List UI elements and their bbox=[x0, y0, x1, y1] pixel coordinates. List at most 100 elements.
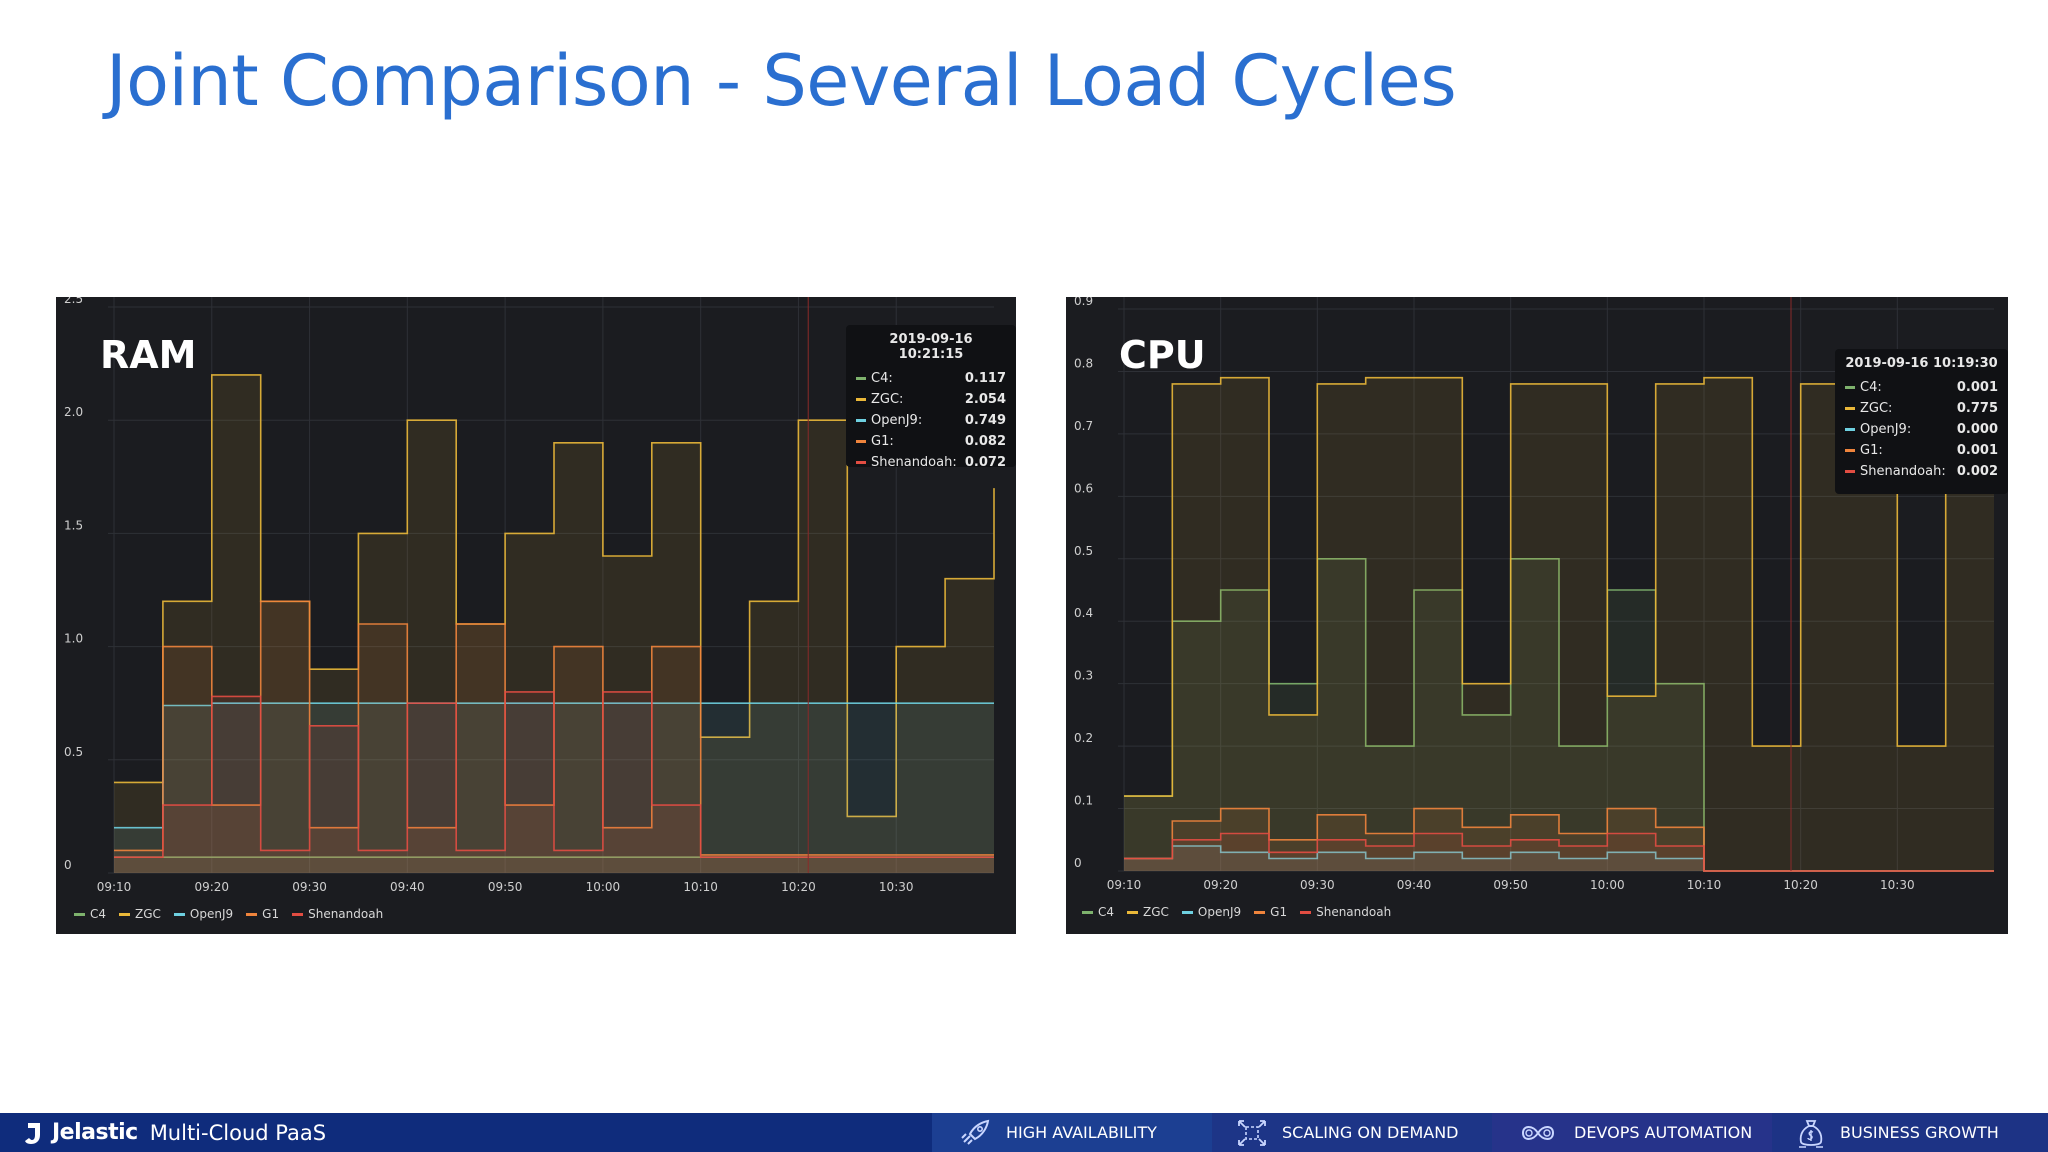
ram-chart: 0 0.5 1.0 1.5 2.0 2.5 09:10 09:20 09:30 09:40 09:5… bbox=[64, 297, 995, 894]
legend-label: OpenJ9 bbox=[189, 907, 234, 921]
x-tick-label: 10:00 bbox=[586, 880, 621, 894]
legend-item-zgc[interactable]: ZGC bbox=[119, 907, 161, 921]
swatch bbox=[1254, 910, 1266, 914]
footer-tab-devops-automation[interactable]: DEVOPS AUTOMATION bbox=[1492, 1113, 1772, 1152]
footer-tab-label: BUSINESS GROWTH bbox=[1840, 1123, 1999, 1142]
tooltip-series-name: C4: bbox=[1860, 380, 1882, 395]
series-line-shenandoah bbox=[1124, 832, 1994, 872]
tooltip-series-value: 0.000 bbox=[1956, 422, 1998, 437]
legend-item-g1[interactable]: G1 bbox=[246, 907, 279, 921]
y-tick-label: 0.5 bbox=[64, 745, 83, 759]
legend-label: C4 bbox=[1098, 905, 1115, 919]
infinity-loop-icon bbox=[1521, 1125, 1555, 1140]
legend-item-c4[interactable]: C4 bbox=[74, 907, 106, 921]
swatch bbox=[1300, 910, 1312, 914]
rocket-icon bbox=[961, 1119, 990, 1145]
tooltip-series-value: 0.001 bbox=[1956, 380, 1998, 395]
cpu-tooltip-time: 2019-09-16 10:19:30 bbox=[1845, 356, 1998, 371]
ram-legend: C4 ZGC OpenJ9 G1 Shenandoah bbox=[74, 907, 396, 921]
cpu-chart: 0 0.1 0.2 0.3 0.4 0.5 0.6 0.7 0.8 0.9 09:10 09:20 09… bbox=[1074, 297, 1994, 892]
legend-label: Shenandoah bbox=[308, 907, 384, 921]
legend-item-openj9[interactable]: OpenJ9 bbox=[1181, 905, 1241, 919]
brand[interactable]: Jelastic Multi-Cloud PaaS bbox=[22, 1113, 326, 1152]
series-area-zgc bbox=[114, 374, 994, 873]
series-area-c4 bbox=[114, 857, 994, 873]
ram-tooltip-row-openj9: OpenJ9: 0.749 bbox=[856, 410, 1006, 431]
footer-tab-scaling-on-demand[interactable]: SCALING ON DEMAND bbox=[1212, 1113, 1492, 1152]
tooltip-series-name: OpenJ9: bbox=[871, 413, 923, 428]
x-tick-label: 10:20 bbox=[1783, 878, 1818, 892]
series-area-zgc bbox=[1124, 377, 1994, 871]
swatch bbox=[856, 440, 866, 443]
jelastic-logo-icon bbox=[25, 1122, 40, 1144]
cpu-tooltip-row-openj9: OpenJ9: 0.000 bbox=[1845, 419, 1998, 440]
ram-tooltip-row-zgc: ZGC: 2.054 bbox=[856, 389, 1006, 410]
cpu-chart-label: CPU bbox=[1119, 333, 1206, 377]
y-tick-label: 1.5 bbox=[64, 518, 83, 532]
tooltip-series-value: 2.054 bbox=[964, 392, 1006, 407]
y-tick-label: 0.7 bbox=[1074, 419, 1093, 433]
legend-item-zgc[interactable]: ZGC bbox=[1127, 905, 1169, 919]
footer-tab-label: DEVOPS AUTOMATION bbox=[1574, 1123, 1753, 1142]
ram-tooltip-time: 2019-09-16 10:21:15 bbox=[889, 332, 973, 362]
tooltip-series-name: G1: bbox=[871, 434, 894, 449]
x-tick-label: 09:10 bbox=[1107, 878, 1142, 892]
tooltip-series-value: 0.775 bbox=[1956, 401, 1998, 416]
y-tick-label: 0.1 bbox=[1074, 794, 1093, 808]
tooltip-series-name: OpenJ9: bbox=[1860, 422, 1912, 437]
swatch bbox=[856, 398, 866, 401]
tooltip-series-value: 0.072 bbox=[964, 455, 1006, 470]
swatch bbox=[1082, 910, 1093, 914]
legend-item-c4[interactable]: C4 bbox=[1082, 905, 1114, 919]
tooltip-series-name: C4: bbox=[871, 371, 893, 386]
tooltip-series-value: 0.117 bbox=[964, 371, 1006, 386]
cpu-tooltip-row-shenandoah: Shenandoah: 0.002 bbox=[1845, 461, 1998, 482]
tooltip-series-value: 0.082 bbox=[964, 434, 1006, 449]
x-tick-label: 09:50 bbox=[488, 880, 523, 894]
scaling-arrows-icon bbox=[1238, 1119, 1266, 1146]
money-bag-icon bbox=[1799, 1119, 1823, 1148]
slide-title: Joint Comparison - Several Load Cycles bbox=[106, 40, 1457, 122]
swatch bbox=[292, 912, 304, 916]
y-tick-label: 2.0 bbox=[64, 405, 83, 419]
series-line-shenandoah bbox=[114, 691, 994, 858]
y-tick-label: 0.9 bbox=[1074, 297, 1093, 308]
swatch bbox=[246, 912, 258, 916]
legend-item-shenandoah[interactable]: Shenandoah bbox=[292, 907, 383, 921]
legend-item-g1[interactable]: G1 bbox=[1254, 905, 1287, 919]
series-area-shenandoah bbox=[1124, 833, 1994, 871]
footer-tab-high-availability[interactable]: HIGH AVAILABILITY bbox=[932, 1113, 1212, 1152]
swatch bbox=[1845, 428, 1855, 431]
y-tick-label: 0.6 bbox=[1074, 481, 1093, 495]
tooltip-series-name: G1: bbox=[1860, 443, 1883, 458]
y-tick-label: 0.4 bbox=[1074, 606, 1093, 620]
x-tick-label: 09:20 bbox=[1203, 878, 1238, 892]
ram-chart-label: RAM bbox=[100, 333, 197, 377]
tooltip-series-value: 0.749 bbox=[964, 413, 1006, 428]
legend-label: ZGC bbox=[1143, 905, 1169, 919]
y-tick-label: 0.8 bbox=[1074, 356, 1093, 370]
swatch bbox=[1845, 470, 1855, 473]
tooltip-series-name: ZGC: bbox=[1860, 401, 1893, 416]
brand-name: Jelastic bbox=[52, 1120, 138, 1145]
cpu-tooltip-row-zgc: ZGC: 0.775 bbox=[1845, 398, 1998, 419]
legend-label: Shenandoah bbox=[1316, 905, 1392, 919]
legend-item-shenandoah[interactable]: Shenandoah bbox=[1300, 905, 1391, 919]
tooltip-series-value: 0.001 bbox=[1956, 443, 1998, 458]
x-tick-label: 10:30 bbox=[1880, 878, 1915, 892]
legend-label: G1 bbox=[262, 907, 280, 921]
y-tick-label: 1.0 bbox=[64, 632, 83, 646]
x-tick-label: 10:00 bbox=[1590, 878, 1625, 892]
swatch bbox=[1845, 449, 1855, 452]
x-tick-label: 10:30 bbox=[879, 880, 914, 894]
swatch bbox=[119, 912, 131, 916]
footer-tab-business-growth[interactable]: BUSINESS GROWTH bbox=[1772, 1113, 2048, 1152]
ram-tooltip-row-shenandoah: Shenandoah: 0.072 bbox=[856, 452, 1006, 473]
footer-tab-label: SCALING ON DEMAND bbox=[1282, 1123, 1459, 1142]
ram-tooltip: 2019-09-16 10:21:15 C4: 0.117 ZGC: 2.054 O… bbox=[846, 325, 1016, 470]
ram-chart-panel: 0 0.5 1.0 1.5 2.0 2.5 09:10 09:20 09:30 09:40 09:5… bbox=[56, 297, 1016, 934]
y-tick-label: 0.3 bbox=[1074, 669, 1093, 683]
legend-item-openj9[interactable]: OpenJ9 bbox=[173, 907, 234, 921]
footer-tab-label: HIGH AVAILABILITY bbox=[1006, 1123, 1157, 1142]
swatch bbox=[856, 461, 866, 464]
